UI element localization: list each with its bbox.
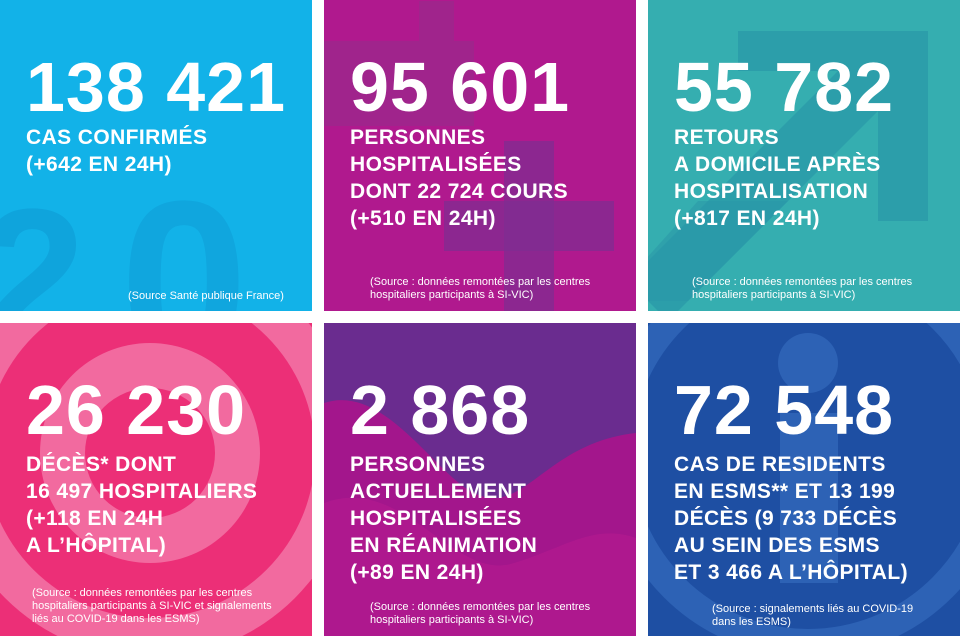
stat-label: PERSONNES ACTUELLEMENT HOSPITALISÉES EN …	[350, 453, 538, 584]
source-note: (Source Santé publique France)	[128, 290, 284, 302]
stat-label: CAS DE RESIDENTS EN ESMS** ET 13 199 DÉC…	[674, 453, 908, 584]
tile-hospitalized: 95 601 PERSONNES HOSPITALISÉES DONT 22 7…	[324, 0, 636, 311]
stat-number: 138 421	[26, 48, 287, 126]
wave-background-graphic	[324, 400, 636, 636]
source-note: (Source : signalements liés au COVID-19 …	[712, 603, 914, 628]
svg-text:0: 0	[120, 153, 248, 311]
stat-number: 72 548	[674, 371, 895, 449]
arrow-background-graphic	[648, 31, 928, 311]
tile-intensive-care: 2 868 PERSONNES ACTUELLEMENT HOSPITALISÉ…	[324, 323, 636, 636]
stat-number: 26 230	[26, 371, 247, 449]
source-note: (Source : données remontées par les cent…	[692, 276, 913, 301]
stat-label: PERSONNES HOSPITALISÉES DONT 22 724 COUR…	[350, 126, 569, 230]
source-note: (Source : données remontées par les cent…	[370, 276, 591, 301]
svg-text:2: 2	[0, 170, 86, 311]
tile-deaths: 26 230 DÉCÈS* DONT 16 497 HOSPITALIERS (…	[0, 323, 312, 636]
stat-label: DÉCÈS* DONT 16 497 HOSPITALIERS (+118 EN…	[26, 453, 258, 557]
plus-background-graphic	[324, 1, 614, 311]
tile-returned-home: 55 782 RETOURS A DOMICILE APRÈS HOSPITAL…	[648, 0, 960, 311]
tile-esms-residents: 72 548 CAS DE RESIDENTS EN ESMS** ET 13 …	[648, 323, 960, 636]
stat-label: RETOURS A DOMICILE APRÈS HOSPITALISATION…	[674, 126, 881, 230]
source-note: (Source : données remontées par les cent…	[32, 587, 272, 625]
target-background-graphic	[0, 323, 312, 636]
stat-label: CAS CONFIRMÉS (+642 EN 24H)	[26, 126, 208, 176]
source-note: (Source : données remontées par les cent…	[370, 601, 591, 626]
stat-number: 95 601	[350, 48, 571, 126]
digits-background-graphic: 2 0	[0, 153, 248, 311]
info-background-graphic	[648, 323, 960, 636]
stat-number: 55 782	[674, 48, 895, 126]
stat-number: 2 868	[350, 371, 531, 449]
tile-confirmed-cases: 2 0 138 421 CAS CONFIRMÉS (+642 EN 24H) …	[0, 0, 312, 311]
